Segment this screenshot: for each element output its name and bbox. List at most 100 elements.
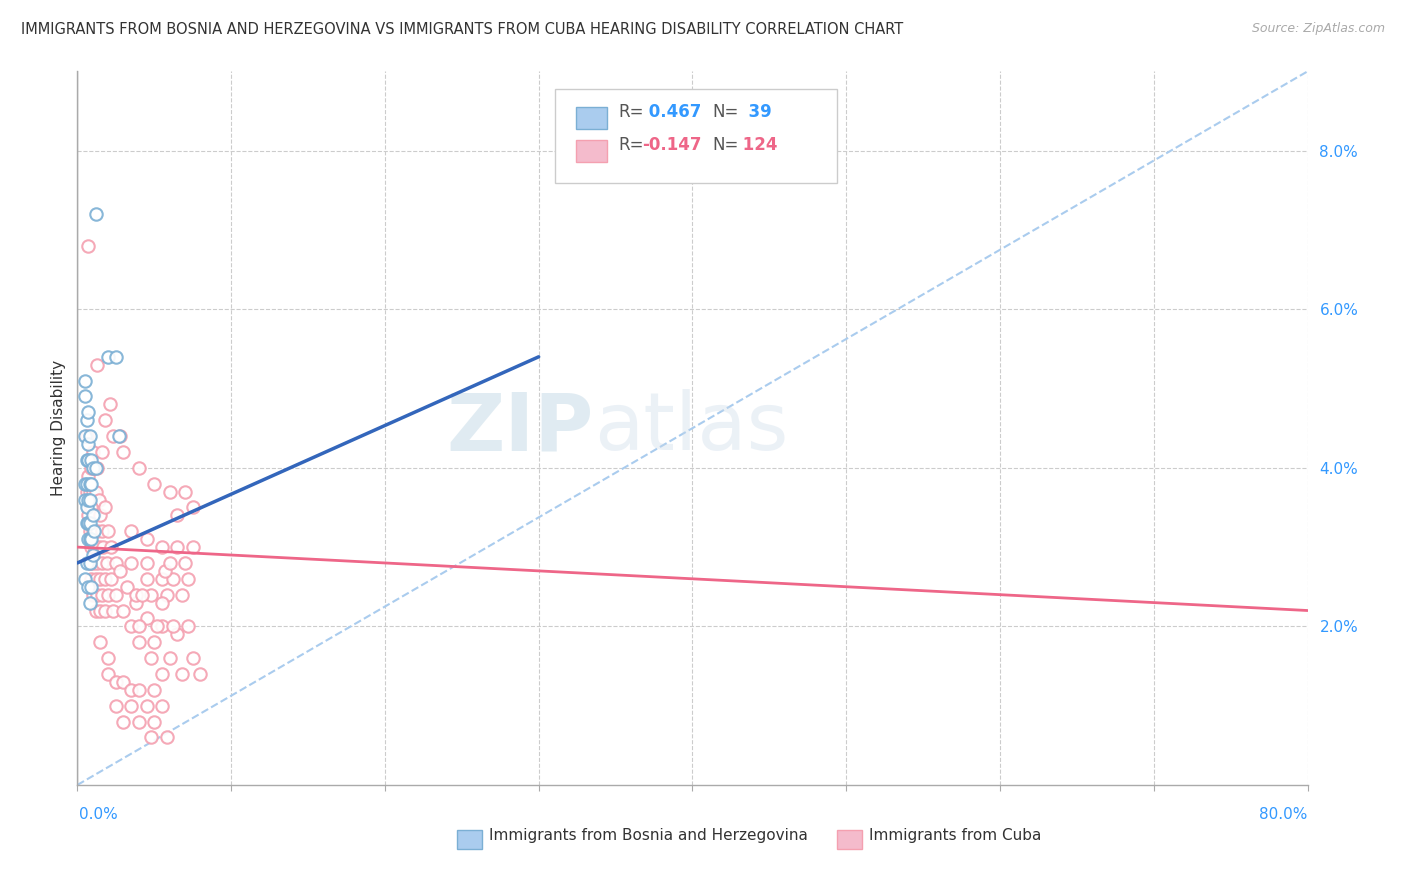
Point bbox=[135, 556, 157, 570]
Point bbox=[115, 580, 138, 594]
Point bbox=[82, 460, 104, 475]
Point bbox=[112, 714, 135, 729]
Point bbox=[76, 413, 98, 427]
Point bbox=[181, 540, 204, 554]
Point bbox=[141, 651, 163, 665]
Point bbox=[159, 484, 181, 499]
Point bbox=[177, 572, 200, 586]
Point bbox=[112, 674, 135, 689]
Point bbox=[86, 556, 108, 570]
Point bbox=[79, 524, 101, 539]
Point bbox=[104, 350, 127, 364]
Text: R=: R= bbox=[619, 136, 644, 153]
Point bbox=[128, 619, 150, 633]
Point bbox=[104, 556, 127, 570]
Point bbox=[73, 429, 96, 443]
Point bbox=[73, 389, 96, 403]
Point bbox=[86, 460, 108, 475]
Point bbox=[162, 619, 184, 633]
Point bbox=[120, 556, 142, 570]
Point bbox=[128, 714, 150, 729]
Y-axis label: Hearing Disability: Hearing Disability bbox=[51, 360, 66, 496]
Text: 0.0%: 0.0% bbox=[79, 807, 118, 822]
Point bbox=[153, 564, 176, 578]
Point bbox=[120, 682, 142, 697]
Point bbox=[84, 572, 107, 586]
Point bbox=[120, 619, 142, 633]
Point bbox=[143, 476, 166, 491]
Point bbox=[79, 429, 101, 443]
Point bbox=[77, 492, 100, 507]
Point bbox=[181, 500, 204, 515]
Point bbox=[94, 500, 117, 515]
Point bbox=[77, 516, 100, 531]
Text: Source: ZipAtlas.com: Source: ZipAtlas.com bbox=[1251, 22, 1385, 36]
Point bbox=[131, 588, 153, 602]
Point bbox=[128, 682, 150, 697]
Point bbox=[86, 588, 108, 602]
Point bbox=[76, 556, 98, 570]
Point bbox=[110, 564, 132, 578]
Text: N=: N= bbox=[713, 136, 740, 153]
Text: R=: R= bbox=[619, 103, 644, 120]
Point bbox=[101, 603, 124, 617]
Point bbox=[77, 405, 100, 419]
Point bbox=[112, 603, 135, 617]
Point bbox=[143, 714, 166, 729]
Point bbox=[83, 460, 105, 475]
Point bbox=[90, 524, 114, 539]
Point bbox=[159, 556, 181, 570]
Point bbox=[94, 413, 117, 427]
Point bbox=[181, 651, 204, 665]
Point bbox=[87, 540, 110, 554]
Point bbox=[76, 429, 98, 443]
Point bbox=[150, 572, 173, 586]
Point bbox=[82, 556, 104, 570]
Point bbox=[89, 508, 111, 523]
Point bbox=[76, 516, 98, 531]
Point bbox=[80, 500, 103, 515]
Point bbox=[100, 572, 122, 586]
Point bbox=[141, 731, 163, 745]
Point bbox=[83, 524, 105, 539]
Point bbox=[166, 627, 188, 641]
Point bbox=[174, 556, 197, 570]
Text: 0.467: 0.467 bbox=[643, 103, 702, 120]
Text: -0.147: -0.147 bbox=[643, 136, 702, 153]
Point bbox=[104, 674, 127, 689]
Point bbox=[170, 667, 193, 681]
Point bbox=[94, 572, 117, 586]
Point bbox=[97, 667, 120, 681]
Point bbox=[89, 603, 111, 617]
Point bbox=[79, 492, 101, 507]
Point bbox=[108, 429, 131, 443]
Point bbox=[79, 484, 101, 499]
Text: 124: 124 bbox=[737, 136, 778, 153]
Point bbox=[77, 239, 100, 253]
Point bbox=[101, 429, 124, 443]
Point bbox=[80, 453, 103, 467]
Point bbox=[80, 540, 103, 554]
Point bbox=[162, 572, 184, 586]
Point bbox=[128, 635, 150, 649]
Point bbox=[166, 508, 188, 523]
Point bbox=[82, 548, 104, 562]
Point bbox=[104, 698, 127, 713]
Point bbox=[82, 588, 104, 602]
Point bbox=[135, 532, 157, 546]
Text: Immigrants from Bosnia and Herzegovina: Immigrants from Bosnia and Herzegovina bbox=[489, 828, 808, 843]
Point bbox=[86, 524, 108, 539]
Point bbox=[82, 445, 104, 459]
Point bbox=[146, 619, 169, 633]
Point bbox=[128, 460, 150, 475]
Text: ZIP: ZIP bbox=[447, 389, 595, 467]
Point bbox=[135, 611, 157, 625]
Point bbox=[79, 556, 101, 570]
Point bbox=[150, 667, 173, 681]
Point bbox=[104, 588, 127, 602]
Point bbox=[120, 698, 142, 713]
Point bbox=[76, 453, 98, 467]
Point bbox=[83, 540, 105, 554]
Point bbox=[73, 374, 96, 388]
Point bbox=[84, 484, 107, 499]
